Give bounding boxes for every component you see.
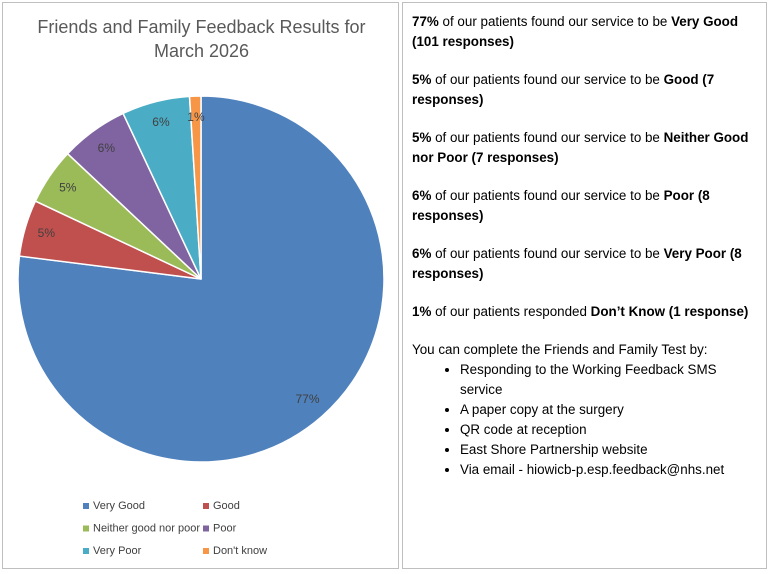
legend-swatch — [203, 548, 209, 554]
method-item: QR code at reception — [460, 420, 756, 440]
summary-text: Neither Good nor Poor (7 responses) — [412, 130, 749, 165]
method-item: Via email - hiowicb-p.esp.feedback@nhs.n… — [460, 460, 756, 480]
method-item: Responding to the Working Feedback SMS s… — [460, 360, 756, 400]
chart-title: Friends and Family Feedback Results for … — [37, 17, 366, 61]
summary-paragraph: 6% of our patients found our service to … — [412, 186, 756, 226]
chart-panel: Friends and Family Feedback Results for … — [2, 2, 399, 569]
legend-label: Very Good — [93, 500, 145, 512]
summary-text: 6% — [412, 188, 432, 203]
legend-swatch — [83, 525, 89, 532]
method-item: East Shore Partnership website — [460, 440, 756, 460]
summary-text: of our patients found our service to be — [431, 130, 664, 145]
legend-swatch — [83, 548, 89, 554]
data-label: 6% — [152, 115, 170, 129]
legend-swatch — [83, 503, 89, 509]
summary-text: of our patients found our service to be — [431, 246, 664, 261]
summary-text: 5% — [412, 72, 432, 87]
summary-paragraph: 6% of our patients found our service to … — [412, 244, 756, 284]
summary-text: Very Poor (8 responses) — [412, 246, 742, 281]
summary-text: of our patients found our service to be — [431, 188, 664, 203]
intro-text: You can complete the Friends and Family … — [412, 342, 708, 357]
method-list: Responding to the Working Feedback SMS s… — [412, 360, 756, 480]
legend-swatch — [203, 503, 209, 509]
summary-text: Very Good (101 responses) — [412, 14, 739, 49]
legend-label: Good — [213, 500, 240, 512]
pie-slice — [188, 95, 202, 280]
text-panel: 77% of our patients found our service to… — [402, 2, 767, 569]
data-label: 1% — [187, 110, 205, 124]
summary-text: Poor (8 responses) — [412, 188, 710, 223]
data-label: 6% — [98, 141, 116, 155]
legend-label: Poor — [213, 522, 237, 534]
summary-paragraph: 5% of our patients found our service to … — [412, 70, 756, 110]
summary-text: of our patients responded — [431, 304, 591, 319]
summary-text: 77% — [412, 14, 439, 29]
data-label: 77% — [295, 392, 319, 406]
summary-text: 5% — [412, 130, 432, 145]
summary-paragraph: 5% of our patients found our service to … — [412, 128, 756, 168]
data-label: 5% — [38, 226, 56, 240]
legend-label: Very Poor — [93, 545, 142, 557]
legend-swatch — [203, 525, 209, 532]
pie-slice — [17, 95, 385, 463]
method-item: A paper copy at the surgery — [460, 400, 756, 420]
summary-text: 1% — [412, 304, 432, 319]
legend-label: Neither good nor poor — [93, 522, 200, 534]
summary-paragraph: 77% of our patients found our service to… — [412, 12, 756, 52]
summary-text: 6% — [412, 246, 432, 261]
summary-text: of our patients found our service to be — [431, 72, 664, 87]
summary-paragraph: 1% of our patients responded Don’t Know … — [412, 302, 756, 322]
summary-text: Don’t Know (1 response) — [590, 304, 749, 319]
legend-label: Don't know — [213, 545, 267, 557]
summary-text: of our patients found our service to be — [438, 14, 672, 29]
data-label: 5% — [59, 181, 77, 195]
chart: 77% 5% 5% 6% 6% 1% Very Good Good Neither good n… — [17, 95, 385, 557]
summary-text: Good (7 responses) — [412, 72, 715, 107]
